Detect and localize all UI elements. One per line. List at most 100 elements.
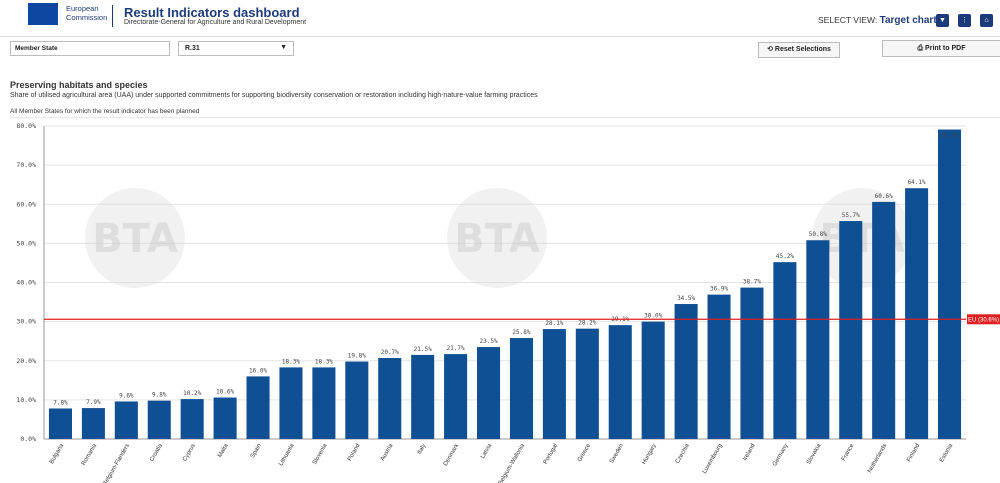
org-line1: European xyxy=(66,4,99,13)
y-tick-label: 70.0% xyxy=(16,161,36,169)
x-tick-label: Slovenia xyxy=(312,442,329,466)
bar xyxy=(147,400,171,439)
x-tick-label: Denmark xyxy=(443,442,461,467)
bar-value-label: 30.0% xyxy=(644,313,662,320)
reset-selections-button[interactable]: ⟲ Reset Selections xyxy=(758,42,840,58)
header-divider xyxy=(112,5,113,27)
bar-chart: 0.0% 10.0% 20.0% 30.0% 40.0% 50.0% 60.0% 70.0% 8… xyxy=(16,122,1000,483)
printer-icon: ⎙ xyxy=(917,45,924,52)
x-tick-label: Greece xyxy=(577,442,592,463)
dropdown-arrow-icon: ▼ xyxy=(280,44,287,51)
bar xyxy=(312,367,336,439)
reference-line-layer: EU (30.6%) xyxy=(44,314,1000,325)
bar-value-label: 25.8% xyxy=(512,329,530,336)
bar-value-label: 9.8% xyxy=(152,392,167,399)
member-state-filter[interactable]: Member State xyxy=(10,41,170,56)
bar-value-label: 10.2% xyxy=(183,390,201,397)
eu-average-label: EU (30.6%) xyxy=(968,317,999,323)
chart-title: Preserving habitats and species xyxy=(10,80,148,90)
bar xyxy=(509,338,533,439)
y-tick-label: 0.0% xyxy=(20,435,36,443)
bar xyxy=(905,188,929,439)
bar-value-label: 45.2% xyxy=(776,253,794,260)
bar-value-label: 60.6% xyxy=(875,193,893,200)
bar xyxy=(674,304,698,439)
x-tick-label: Malta xyxy=(217,442,230,458)
bar xyxy=(213,397,237,439)
indicator-select-value: R.31 xyxy=(185,45,200,52)
chevron-down-icon[interactable]: ▼ xyxy=(936,14,949,27)
x-tick-label: Belgium-Wallonia xyxy=(498,442,527,483)
x-tick-label: Finland xyxy=(906,443,921,463)
bar-value-label: 21.5% xyxy=(414,346,432,353)
print-to-pdf-button[interactable]: ⎙ Print to PDF xyxy=(882,40,1000,57)
bar xyxy=(806,240,830,439)
bar-value-label: 28.2% xyxy=(578,320,596,327)
x-tick-label: Austria xyxy=(380,442,395,462)
org-name: European Commission xyxy=(66,4,107,22)
x-tick-label: Ireland xyxy=(742,443,756,462)
y-tick-label: 60.0% xyxy=(16,200,36,208)
app-subtitle: Directorate-General for Agriculture and … xyxy=(124,19,307,26)
x-tick-label: Germany xyxy=(772,443,790,467)
chart-note: All Member States for which the result i… xyxy=(10,108,200,115)
bar-value-label: 20.7% xyxy=(381,349,399,356)
bar xyxy=(740,287,764,439)
x-tick-label: Netherlands xyxy=(867,443,888,474)
x-tick-label: Croatia xyxy=(149,442,164,462)
bar xyxy=(48,408,72,439)
bar-value-label: 16.0% xyxy=(249,367,267,374)
bar-value-label: 28.1% xyxy=(545,320,563,327)
x-tick-label: Czechia xyxy=(675,442,691,464)
indicator-select[interactable]: R.31 ▼ xyxy=(178,41,294,56)
x-tick-label: Cyprus xyxy=(182,443,197,462)
bar-value-label: 9.6% xyxy=(119,392,134,399)
bar-value-label: 50.8% xyxy=(809,231,827,238)
bar-value-label: 7.9% xyxy=(86,399,101,406)
bar-value-label: 79.1% xyxy=(941,133,959,140)
bar xyxy=(81,408,105,439)
x-tick-label: Latvia xyxy=(480,442,494,459)
x-tick-label: Belgium-Flanders xyxy=(102,443,131,483)
bar xyxy=(641,321,665,439)
x-tick-label: Poland xyxy=(347,443,362,462)
bar xyxy=(180,399,204,439)
bar-value-label: 64.1% xyxy=(908,179,926,186)
bar xyxy=(378,358,402,439)
org-line2: Commission xyxy=(66,13,108,22)
x-tick-label: Hungary xyxy=(641,443,658,466)
x-tick-label: Estonia xyxy=(939,442,955,463)
x-tick-label: Slovakia xyxy=(806,442,823,465)
x-tick-label: Lithuania xyxy=(278,442,296,467)
bar-value-label: 19.8% xyxy=(348,353,366,360)
bar xyxy=(246,376,270,439)
eu-average-badge xyxy=(967,314,1000,325)
bar xyxy=(542,329,566,439)
bar-value-label: 55.7% xyxy=(842,212,860,219)
bar-value-label: 34.5% xyxy=(677,295,695,302)
x-tick-label: Luxembourg xyxy=(702,443,724,475)
home-icon[interactable]: ⌂ xyxy=(980,14,993,27)
x-tick-label: Italy xyxy=(417,443,428,456)
x-tick-label: Portugal xyxy=(543,443,559,465)
svg-text:BTA: BTA xyxy=(92,216,178,262)
reset-icon: ⟲ xyxy=(767,46,773,53)
bar-value-label: 23.5% xyxy=(480,338,498,345)
x-tick-label: Bulgaria xyxy=(49,442,66,465)
y-tick-label: 20.0% xyxy=(16,357,36,365)
select-view[interactable]: SELECT VIEW: Target chart xyxy=(818,15,937,26)
bar-layer: 7.8% Bulgaria 7.9% Romania 9.6% Belgium-Fland… xyxy=(48,129,962,483)
chart-subtitle: Share of utilised agricultural area (UAA… xyxy=(10,92,538,99)
select-view-value[interactable]: Target chart xyxy=(879,15,937,26)
x-tick-label: Sweden xyxy=(609,443,625,465)
app-title: Result Indicators dashboard xyxy=(124,5,300,20)
x-tick-label: Romania xyxy=(81,442,99,466)
chart-separator xyxy=(10,117,1000,118)
app-header: European Commission Result Indicators da… xyxy=(0,0,1000,37)
bar xyxy=(707,294,731,439)
more-options-icon[interactable]: ⋮ xyxy=(958,14,971,27)
bar xyxy=(575,328,599,439)
bar xyxy=(477,347,501,439)
bar xyxy=(608,325,632,439)
bar xyxy=(411,354,435,439)
